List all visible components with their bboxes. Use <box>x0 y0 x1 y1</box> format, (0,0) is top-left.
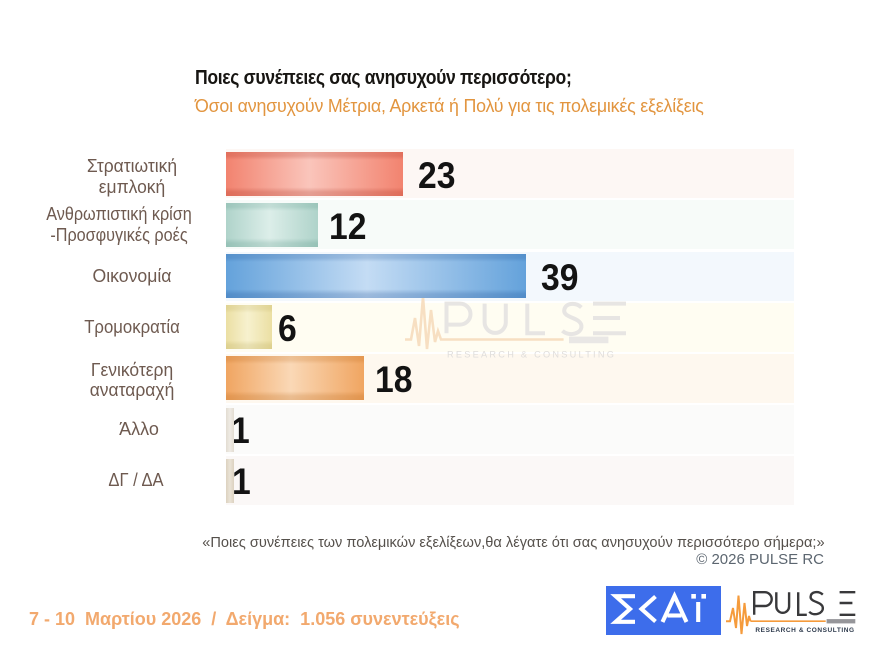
svg-text:RESEARCH & CONSULTING: RESEARCH & CONSULTING <box>447 350 617 360</box>
svg-text:RESEARCH & CONSULTING: RESEARCH & CONSULTING <box>755 627 855 634</box>
